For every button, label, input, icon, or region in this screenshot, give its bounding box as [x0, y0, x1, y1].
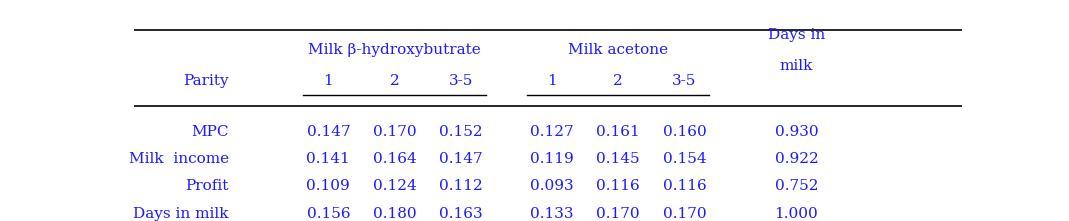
Text: 0.116: 0.116: [597, 179, 640, 193]
Text: Milk acetone: Milk acetone: [569, 43, 668, 57]
Text: Milk  income: Milk income: [128, 152, 229, 166]
Text: MPC: MPC: [191, 125, 229, 139]
Text: 0.170: 0.170: [373, 125, 417, 139]
Text: Parity: Parity: [183, 74, 229, 88]
Text: 0.180: 0.180: [373, 207, 417, 221]
Text: Days in: Days in: [768, 28, 825, 42]
Text: 0.133: 0.133: [530, 207, 574, 221]
Text: 0.141: 0.141: [307, 152, 351, 166]
Text: 2: 2: [614, 74, 623, 88]
Text: 0.152: 0.152: [439, 125, 483, 139]
Text: 0.170: 0.170: [663, 207, 707, 221]
Text: 0.109: 0.109: [307, 179, 351, 193]
Text: 0.116: 0.116: [663, 179, 707, 193]
Text: 0.752: 0.752: [775, 179, 818, 193]
Text: 0.124: 0.124: [373, 179, 417, 193]
Text: 0.154: 0.154: [663, 152, 707, 166]
Text: milk: milk: [779, 59, 814, 73]
Text: 0.164: 0.164: [373, 152, 417, 166]
Text: 0.156: 0.156: [307, 207, 351, 221]
Text: Days in milk: Days in milk: [134, 207, 229, 221]
Text: Milk β-hydroxybutrate: Milk β-hydroxybutrate: [308, 43, 481, 57]
Text: 0.163: 0.163: [439, 207, 483, 221]
Text: 1.000: 1.000: [775, 207, 818, 221]
Text: 0.160: 0.160: [663, 125, 707, 139]
Text: 3-5: 3-5: [672, 74, 697, 88]
Text: Profit: Profit: [186, 179, 229, 193]
Text: 0.930: 0.930: [775, 125, 818, 139]
Text: 0.145: 0.145: [597, 152, 640, 166]
Text: 0.112: 0.112: [439, 179, 483, 193]
Text: 2: 2: [390, 74, 400, 88]
Text: 0.147: 0.147: [439, 152, 483, 166]
Text: 0.922: 0.922: [775, 152, 818, 166]
Text: 0.119: 0.119: [530, 152, 574, 166]
Text: 0.093: 0.093: [530, 179, 574, 193]
Text: 0.170: 0.170: [597, 207, 640, 221]
Text: 0.161: 0.161: [597, 125, 640, 139]
Text: 3-5: 3-5: [449, 74, 474, 88]
Text: 0.127: 0.127: [530, 125, 574, 139]
Text: 0.147: 0.147: [307, 125, 351, 139]
Text: 1: 1: [324, 74, 334, 88]
Text: 1: 1: [547, 74, 557, 88]
